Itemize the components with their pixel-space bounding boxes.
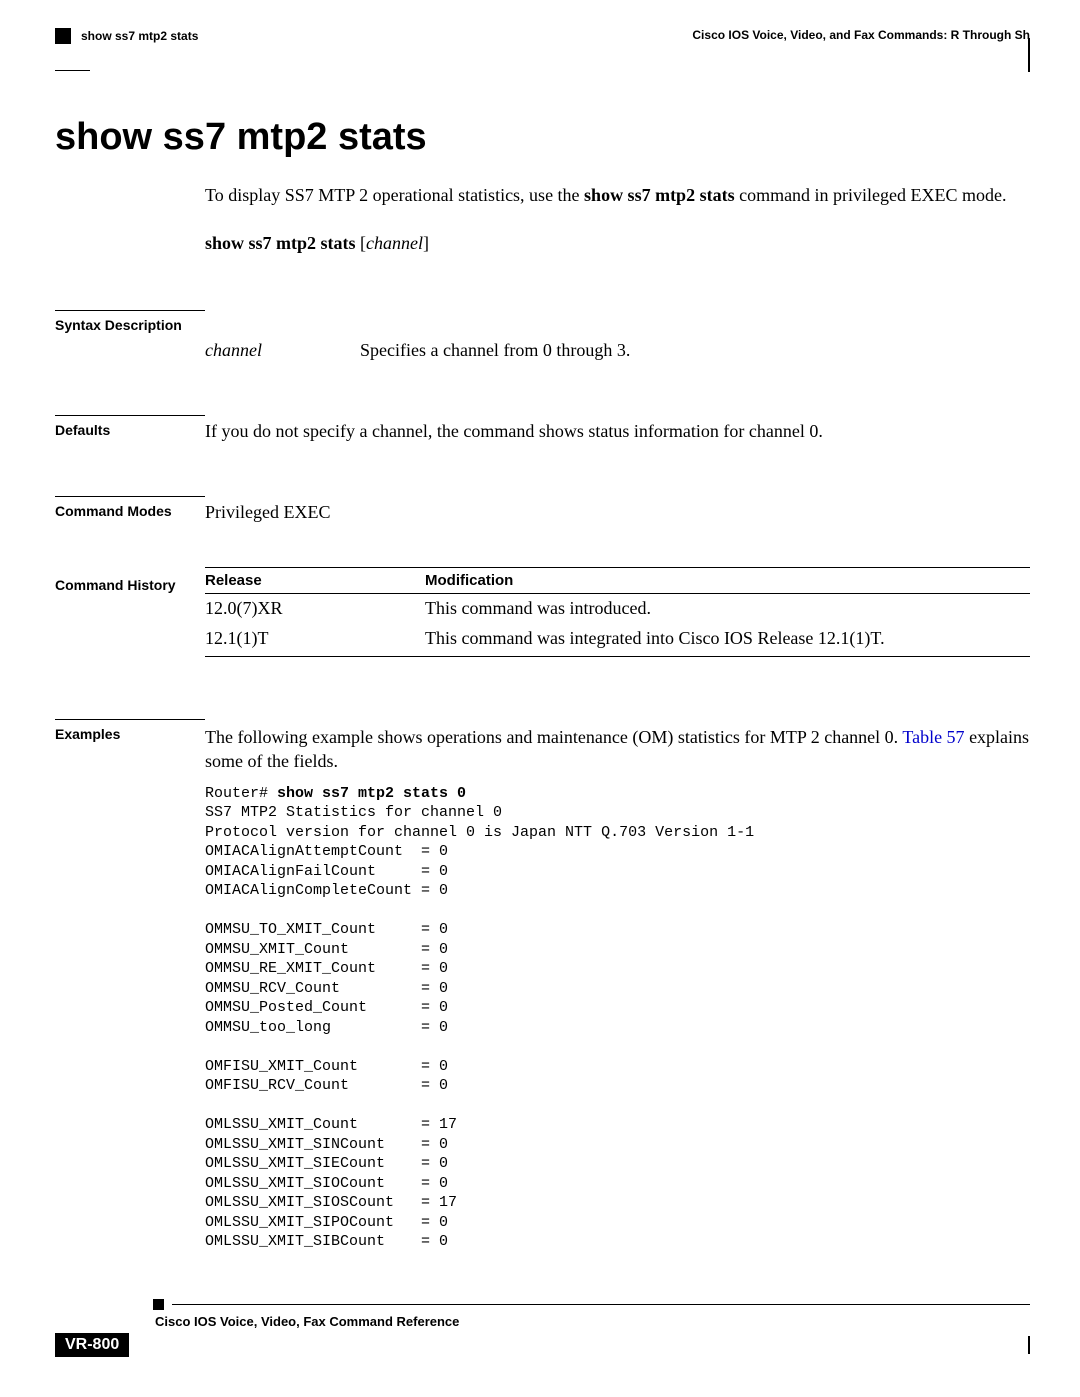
history-header-row: Release Modification (205, 568, 1030, 594)
syntax-close-bracket: ] (423, 233, 429, 253)
footer-square-icon (153, 1299, 164, 1310)
footer-rule-row (55, 1299, 1030, 1310)
header-left-rule (55, 70, 90, 71)
example-code-block: Router# show ss7 mtp2 stats 0 SS7 MTP2 S… (205, 784, 1030, 1252)
intro-pre: To display SS7 MTP 2 operational statist… (205, 185, 584, 205)
page-title: show ss7 mtp2 stats (55, 116, 1030, 159)
syntax-param: channel (366, 233, 423, 253)
page-number-badge: VR-800 (55, 1333, 129, 1357)
defaults-text: If you do not specify a channel, the com… (205, 415, 1030, 442)
syntax-param-name: channel (205, 340, 360, 361)
page: show ss7 mtp2 stats Cisco IOS Voice, Vid… (0, 0, 1080, 1397)
page-footer: Cisco IOS Voice, Video, Fax Command Refe… (55, 1299, 1030, 1357)
syntax-cmd: show ss7 mtp2 stats (205, 233, 356, 253)
examples-section: Examples The following example shows ope… (55, 719, 1030, 1252)
running-header: show ss7 mtp2 stats Cisco IOS Voice, Vid… (55, 28, 1030, 44)
history-col-modification: Modification (425, 568, 1030, 594)
footer-right-tick (1028, 1336, 1030, 1354)
code-command: show ss7 mtp2 stats 0 (277, 785, 466, 802)
header-square-icon (55, 28, 71, 44)
command-history-table: Release Modification 12.0(7)XR This comm… (205, 567, 1030, 657)
command-history-body: Release Modification 12.0(7)XR This comm… (205, 567, 1030, 657)
header-right-rule (1028, 38, 1030, 72)
defaults-section: Defaults If you do not specify a channel… (55, 415, 1030, 442)
syntax-description-label: Syntax Description (55, 310, 205, 333)
intro-bold: show ss7 mtp2 stats (584, 185, 735, 205)
footer-doc-title: Cisco IOS Voice, Video, Fax Command Refe… (155, 1314, 1030, 1329)
intro-post: command in privileged EXEC mode. (735, 185, 1007, 205)
history-modification: This command was introduced. (425, 594, 1030, 624)
header-left: show ss7 mtp2 stats (55, 28, 198, 44)
code-output: SS7 MTP2 Statistics for channel 0 Protoc… (205, 804, 754, 1250)
footer-bottom-row: VR-800 (55, 1333, 1030, 1357)
command-modes-label: Command Modes (55, 496, 205, 519)
syntax-param-row: channel Specifies a channel from 0 throu… (205, 340, 1030, 361)
header-breadcrumb-right: Cisco IOS Voice, Video, and Fax Commands… (692, 28, 1030, 42)
history-row: 12.1(1)T This command was integrated int… (205, 624, 1030, 657)
syntax-description-body: channel Specifies a channel from 0 throu… (205, 334, 1030, 361)
command-syntax-line: show ss7 mtp2 stats [channel] (205, 233, 1020, 254)
syntax-open-bracket: [ (356, 233, 367, 253)
examples-table-link[interactable]: Table 57 (902, 727, 964, 747)
history-col-release: Release (205, 568, 425, 594)
examples-paragraph: The following example shows operations a… (205, 725, 1030, 774)
code-prompt: Router# (205, 785, 277, 802)
intro-paragraph: To display SS7 MTP 2 operational statist… (205, 183, 1020, 207)
examples-text-pre: The following example shows operations a… (205, 727, 902, 747)
history-release: 12.0(7)XR (205, 594, 425, 624)
footer-rule (172, 1304, 1030, 1305)
command-modes-text: Privileged EXEC (205, 496, 1030, 523)
history-release: 12.1(1)T (205, 624, 425, 657)
examples-body: The following example shows operations a… (205, 719, 1030, 1252)
header-breadcrumb-left: show ss7 mtp2 stats (81, 29, 198, 43)
syntax-param-description: Specifies a channel from 0 through 3. (360, 340, 1030, 361)
command-history-section: Command History Release Modification 12.… (55, 567, 1030, 657)
intro-block: To display SS7 MTP 2 operational statist… (205, 183, 1020, 254)
command-modes-section: Command Modes Privileged EXEC (55, 496, 1030, 523)
history-modification: This command was integrated into Cisco I… (425, 624, 1030, 657)
history-row: 12.0(7)XR This command was introduced. (205, 594, 1030, 624)
syntax-description-section: Syntax Description channel Specifies a c… (55, 310, 1030, 361)
defaults-label: Defaults (55, 415, 205, 438)
command-history-label: Command History (55, 567, 205, 593)
examples-label: Examples (55, 719, 205, 742)
